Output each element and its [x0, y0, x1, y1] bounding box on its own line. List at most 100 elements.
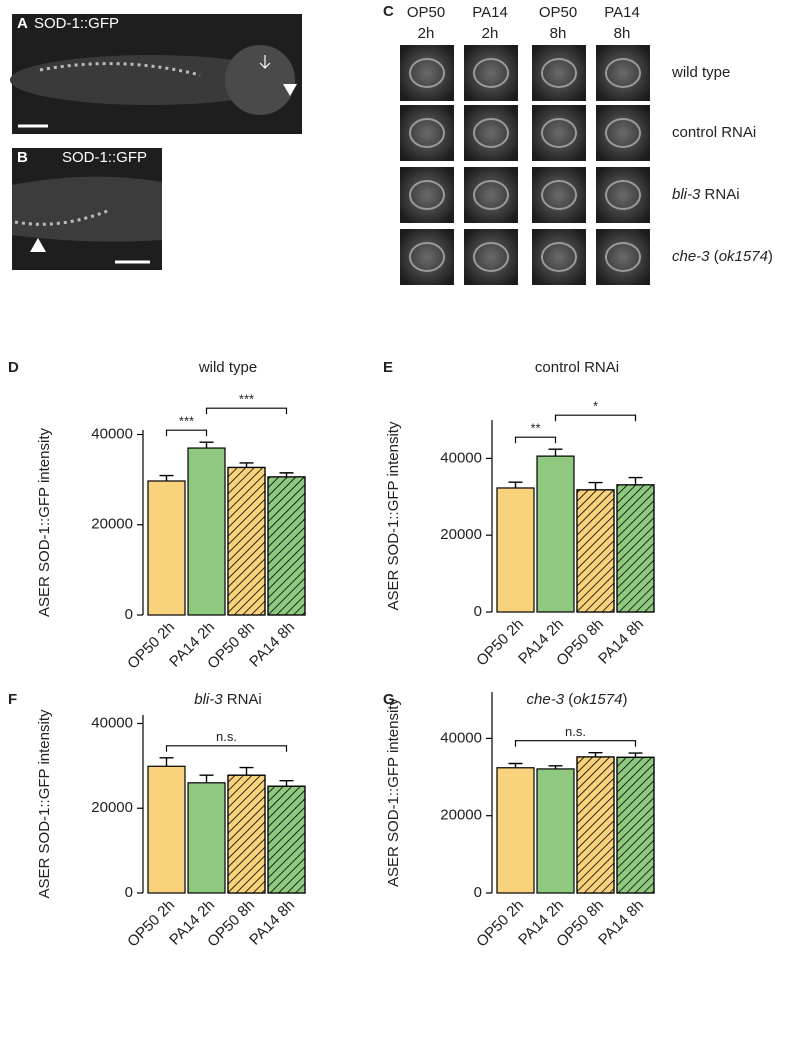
error-bar: [548, 765, 563, 769]
micrograph: [596, 105, 650, 161]
neuron: [473, 242, 509, 272]
x-tick-label: PA14 8h: [246, 897, 298, 949]
y-tick-label: 40000: [91, 425, 133, 442]
y-tick-label: 40000: [91, 714, 133, 731]
neuron: [409, 242, 445, 272]
y-tick-label: 40000: [440, 729, 482, 746]
y-tick-label: 20000: [91, 516, 133, 533]
micrograph: [532, 167, 586, 223]
significance-label: n.s.: [216, 729, 237, 744]
significance-label: *: [593, 399, 598, 414]
micrograph: [532, 229, 586, 285]
y-tick-label: 0: [474, 884, 482, 901]
neuron: [541, 180, 577, 210]
panel-letter: G: [383, 691, 395, 708]
error-bar: [279, 779, 294, 787]
text-segment: ok1574: [573, 691, 622, 708]
text-segment: wild type: [198, 359, 257, 376]
y-axis-label: ASER SOD-1::GFP intensity: [36, 428, 53, 617]
text-segment: (: [564, 691, 573, 708]
text-segment: che-3: [527, 691, 565, 708]
error-bar: [199, 441, 214, 449]
significance-bracket: [165, 429, 208, 437]
significance-bracket: [165, 745, 288, 752]
micrograph: [400, 45, 454, 101]
micrograph: [400, 229, 454, 285]
y-tick-label: 0: [125, 884, 133, 901]
neuron: [409, 118, 445, 148]
chart-title: wild type: [198, 359, 257, 376]
hatch: [227, 774, 266, 894]
text-segment: wild type: [671, 64, 730, 81]
chart-title: che-3 (ok1574): [527, 691, 628, 708]
hatch: [227, 466, 266, 616]
significance-label: n.s.: [565, 724, 586, 739]
worm: [10, 55, 290, 105]
micrograph: [596, 229, 650, 285]
neuron: [409, 58, 445, 88]
error-bar: [588, 751, 603, 757]
micrograph: [464, 167, 518, 223]
y-tick-label: 0: [125, 606, 133, 623]
y-tick-label: 20000: [91, 799, 133, 816]
chart-title: control RNAi: [535, 359, 619, 376]
panel-letter: B: [17, 149, 28, 166]
column-header: PA14: [472, 4, 508, 21]
cells: [39, 62, 201, 77]
error-bar: [508, 762, 523, 768]
worm: [12, 176, 162, 242]
text-segment: ): [622, 691, 627, 708]
bar: [147, 480, 186, 616]
text-segment: che-3: [672, 248, 710, 265]
y-axis-label: ASER SOD-1::GFP intensity: [36, 709, 53, 898]
arrowhead: [283, 84, 297, 96]
text-segment: RNAi: [700, 186, 739, 203]
error-bar: [279, 472, 294, 477]
neuron: [605, 118, 641, 148]
neuron: [541, 118, 577, 148]
neuron: [473, 58, 509, 88]
arrowhead: [30, 238, 46, 252]
y-tick-label: 20000: [440, 526, 482, 543]
neuron: [541, 58, 577, 88]
micrograph: [596, 45, 650, 101]
bar: [187, 447, 226, 616]
y-axis-label: ASER SOD-1::GFP intensity: [385, 421, 402, 610]
hatch: [616, 484, 655, 613]
bar: [536, 768, 575, 894]
row-label: wild type: [671, 64, 730, 81]
cells: [14, 208, 111, 226]
error-bar: [588, 481, 603, 490]
panel-letter: E: [383, 359, 393, 376]
row-label: che-3 (ok1574): [672, 248, 773, 265]
x-tick-label: PA14 8h: [595, 616, 647, 668]
neuron: [605, 180, 641, 210]
y-axis-label: ASER SOD-1::GFP intensity: [385, 698, 402, 887]
neuron: [409, 180, 445, 210]
panel-c: OP50 2h PA14 2h OP50 8h PA14 8h wild type control…: [400, 4, 773, 285]
error-bar: [628, 476, 643, 485]
hatch: [267, 785, 306, 894]
significance-label: **: [530, 421, 540, 436]
column-header: OP50: [407, 4, 445, 21]
arrow: [259, 55, 271, 69]
significance-bracket: [205, 407, 288, 415]
panel-letter: A: [17, 15, 28, 32]
micrograph: [464, 229, 518, 285]
micrograph: [532, 105, 586, 161]
text-segment: ok1574: [719, 248, 768, 265]
bar: [496, 487, 535, 613]
column-header: 2h: [482, 25, 499, 42]
column-header: PA14: [604, 4, 640, 21]
bar: [536, 455, 575, 613]
neuron: [473, 118, 509, 148]
x-tick-label: PA14 8h: [246, 619, 298, 671]
error-bar: [199, 774, 214, 783]
micrograph: [596, 167, 650, 223]
micrograph: [400, 105, 454, 161]
